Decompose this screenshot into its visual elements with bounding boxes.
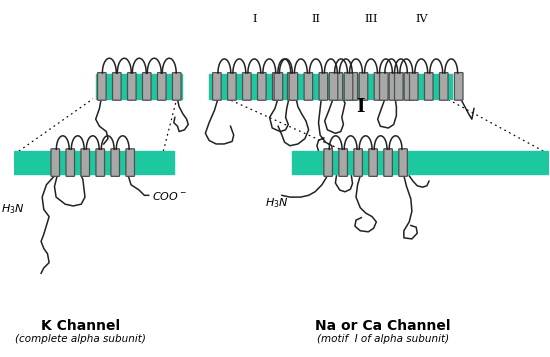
FancyBboxPatch shape (157, 72, 166, 100)
FancyBboxPatch shape (384, 149, 392, 176)
FancyBboxPatch shape (243, 72, 251, 100)
FancyBboxPatch shape (111, 149, 119, 176)
FancyBboxPatch shape (228, 72, 236, 100)
Text: K Channel: K Channel (41, 318, 120, 332)
FancyBboxPatch shape (329, 72, 338, 100)
FancyBboxPatch shape (344, 72, 353, 100)
FancyBboxPatch shape (389, 72, 398, 100)
FancyBboxPatch shape (272, 72, 281, 100)
Text: (complete alpha subunit): (complete alpha subunit) (15, 334, 146, 344)
FancyBboxPatch shape (126, 149, 134, 176)
FancyBboxPatch shape (324, 149, 332, 176)
FancyBboxPatch shape (128, 72, 136, 100)
FancyBboxPatch shape (289, 72, 298, 100)
Bar (209, 74, 452, 99)
FancyBboxPatch shape (81, 149, 90, 176)
Text: $COO^-$: $COO^-$ (152, 190, 188, 202)
Text: IV: IV (415, 14, 427, 24)
FancyBboxPatch shape (334, 72, 343, 100)
Text: Na or Ca Channel: Na or Ca Channel (315, 318, 450, 332)
FancyBboxPatch shape (359, 72, 368, 100)
FancyBboxPatch shape (304, 72, 312, 100)
FancyBboxPatch shape (339, 149, 348, 176)
FancyBboxPatch shape (96, 149, 104, 176)
FancyBboxPatch shape (379, 72, 388, 100)
FancyBboxPatch shape (374, 72, 383, 100)
Text: $H_3N$: $H_3N$ (265, 197, 288, 210)
Text: II: II (311, 14, 320, 24)
FancyBboxPatch shape (369, 149, 377, 176)
FancyBboxPatch shape (399, 149, 408, 176)
FancyBboxPatch shape (213, 72, 221, 100)
FancyBboxPatch shape (404, 72, 412, 100)
FancyBboxPatch shape (274, 72, 283, 100)
FancyBboxPatch shape (439, 72, 448, 100)
FancyBboxPatch shape (257, 72, 266, 100)
FancyBboxPatch shape (288, 72, 296, 100)
Bar (14, 151, 174, 174)
FancyBboxPatch shape (113, 72, 121, 100)
FancyBboxPatch shape (66, 149, 75, 176)
Text: I: I (356, 97, 365, 116)
Text: (motif  I of alpha subunit): (motif I of alpha subunit) (317, 334, 449, 344)
FancyBboxPatch shape (97, 72, 106, 100)
Text: III: III (364, 14, 378, 24)
FancyBboxPatch shape (173, 72, 181, 100)
FancyBboxPatch shape (319, 72, 328, 100)
FancyBboxPatch shape (349, 72, 358, 100)
FancyBboxPatch shape (454, 72, 463, 100)
Bar (292, 151, 548, 174)
FancyBboxPatch shape (354, 149, 362, 176)
FancyBboxPatch shape (394, 72, 403, 100)
Text: I: I (252, 14, 256, 24)
FancyBboxPatch shape (51, 149, 59, 176)
FancyBboxPatch shape (410, 72, 418, 100)
FancyBboxPatch shape (425, 72, 433, 100)
Text: $H_3N$: $H_3N$ (1, 202, 25, 216)
FancyBboxPatch shape (142, 72, 151, 100)
Bar (96, 74, 182, 99)
